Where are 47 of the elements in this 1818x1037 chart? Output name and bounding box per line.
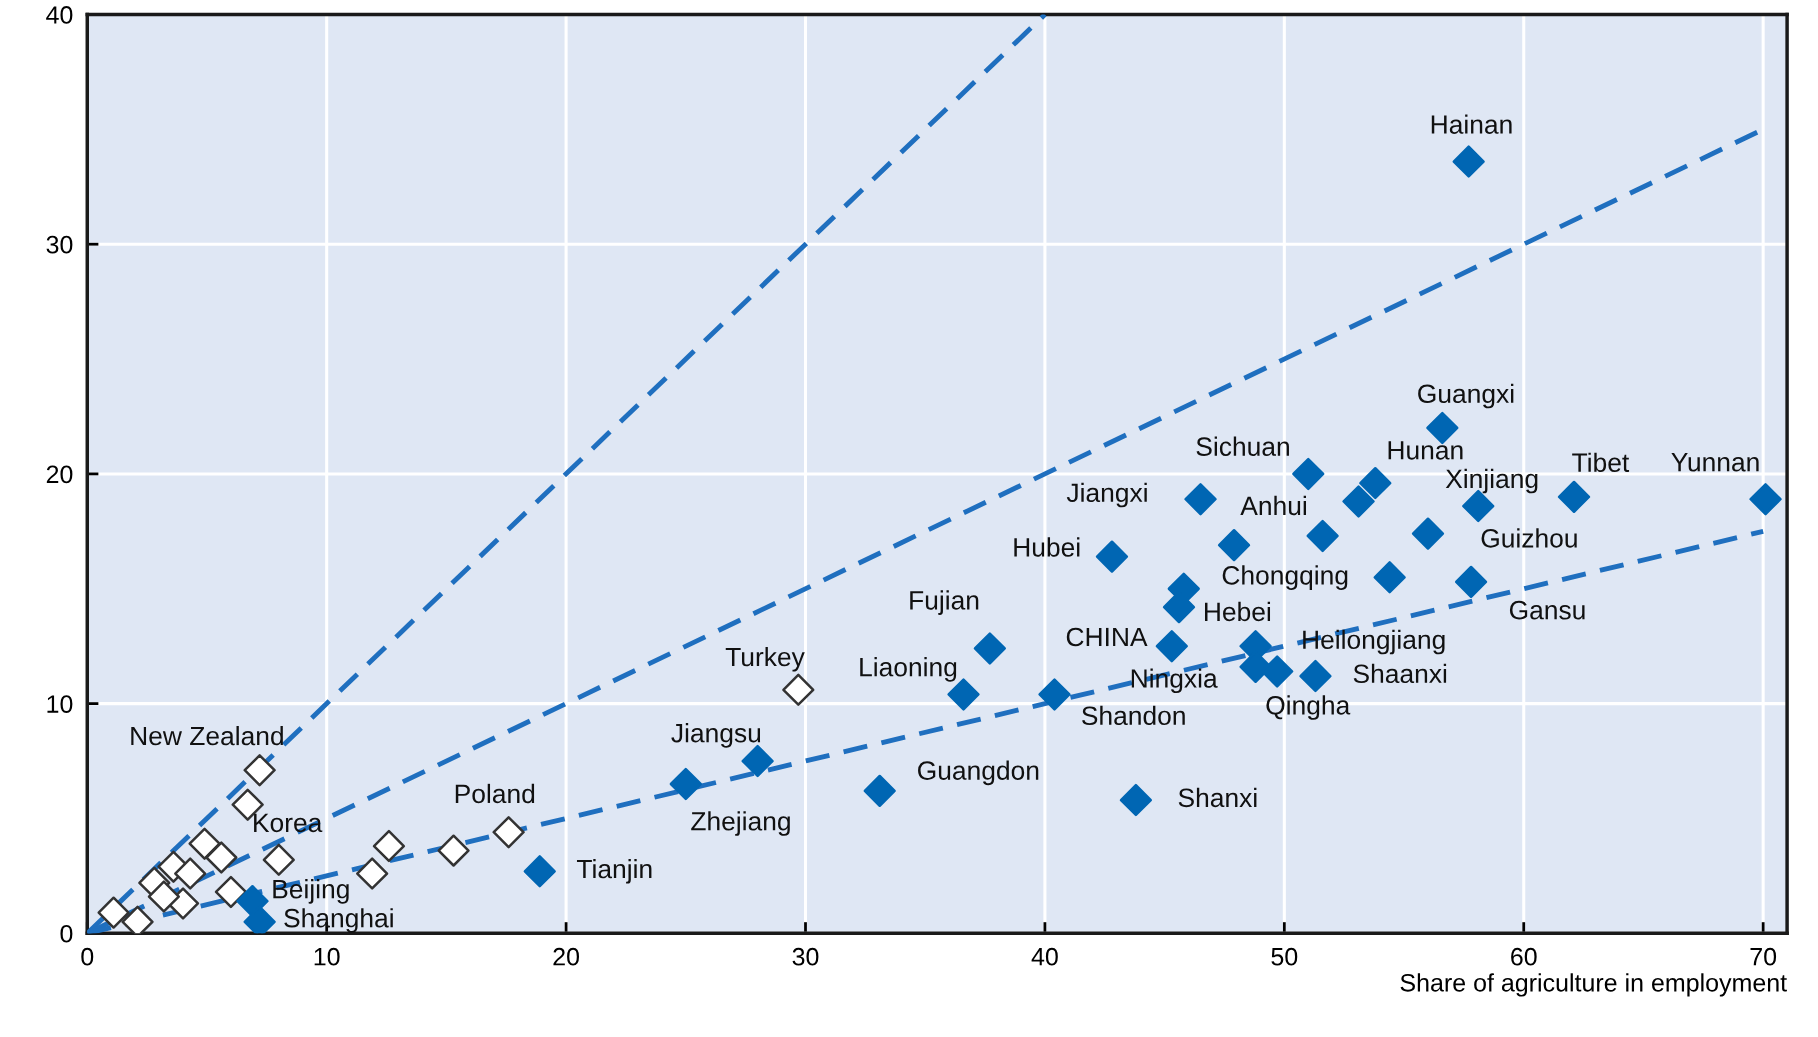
data-label: Shanghai <box>284 908 393 933</box>
data-label: Hainan <box>1431 114 1512 134</box>
data-label: Hubei <box>1014 537 1080 557</box>
data-label: Beijing <box>273 879 349 904</box>
data-label: Poland <box>455 783 535 804</box>
x-tick-label: 40 <box>1031 947 1058 966</box>
data-label: New Zealand <box>131 725 283 746</box>
data-label: Gansu <box>1509 600 1585 620</box>
data-label: Shaanxi <box>1353 663 1447 684</box>
y-tick-label: 0 <box>60 924 73 943</box>
data-label: Qingha <box>1266 695 1351 720</box>
x-tick-label: 30 <box>792 947 819 966</box>
x-tick-label: 70 <box>1750 947 1777 966</box>
data-label: Korea <box>254 813 323 833</box>
data-label: Guangdon <box>918 760 1039 786</box>
x-tick-label: 0 <box>81 947 94 966</box>
data-label: Tibet <box>1572 452 1630 473</box>
data-label: Heilongjiang <box>1303 629 1445 655</box>
data-label: Hebei <box>1205 601 1271 622</box>
data-label: Yunnan <box>1671 453 1759 472</box>
data-label: Anhui <box>1240 495 1306 516</box>
data-label: Sichuan <box>1196 436 1289 456</box>
y-tick-label: 40 <box>46 6 73 24</box>
y-tick-label: 20 <box>46 465 73 484</box>
x-axis-title: Share of agriculture in employment <box>1400 973 1787 997</box>
data-label: Ningxia <box>1131 668 1218 694</box>
x-tick-label: 10 <box>314 947 340 966</box>
data-label: Xinjiang <box>1445 468 1538 494</box>
data-label: Jiangsu <box>671 723 761 748</box>
data-label: Shandon <box>1082 705 1185 726</box>
data-label: Shanxi <box>1178 787 1257 808</box>
data-label: Hunan <box>1388 441 1463 460</box>
data-label: Chongqing <box>1222 565 1348 590</box>
data-label: Guizhou <box>1481 528 1577 548</box>
data-label: Guangxi <box>1418 383 1514 409</box>
data-label: Tianjin <box>576 858 652 884</box>
x-tick-label: 60 <box>1511 947 1537 966</box>
data-label: Zhejiang <box>691 811 790 836</box>
data-label: CHINA <box>1066 627 1148 647</box>
data-label: Turkey <box>725 646 805 672</box>
data-label: Fujian <box>910 590 979 615</box>
y-tick-label: 30 <box>46 235 73 254</box>
data-label: Liaoning <box>860 657 957 682</box>
y-tick-label: 10 <box>47 695 73 713</box>
x-tick-label: 50 <box>1271 947 1298 966</box>
x-tick-label: 20 <box>553 947 580 966</box>
data-label: Jiangxi <box>1066 482 1147 508</box>
